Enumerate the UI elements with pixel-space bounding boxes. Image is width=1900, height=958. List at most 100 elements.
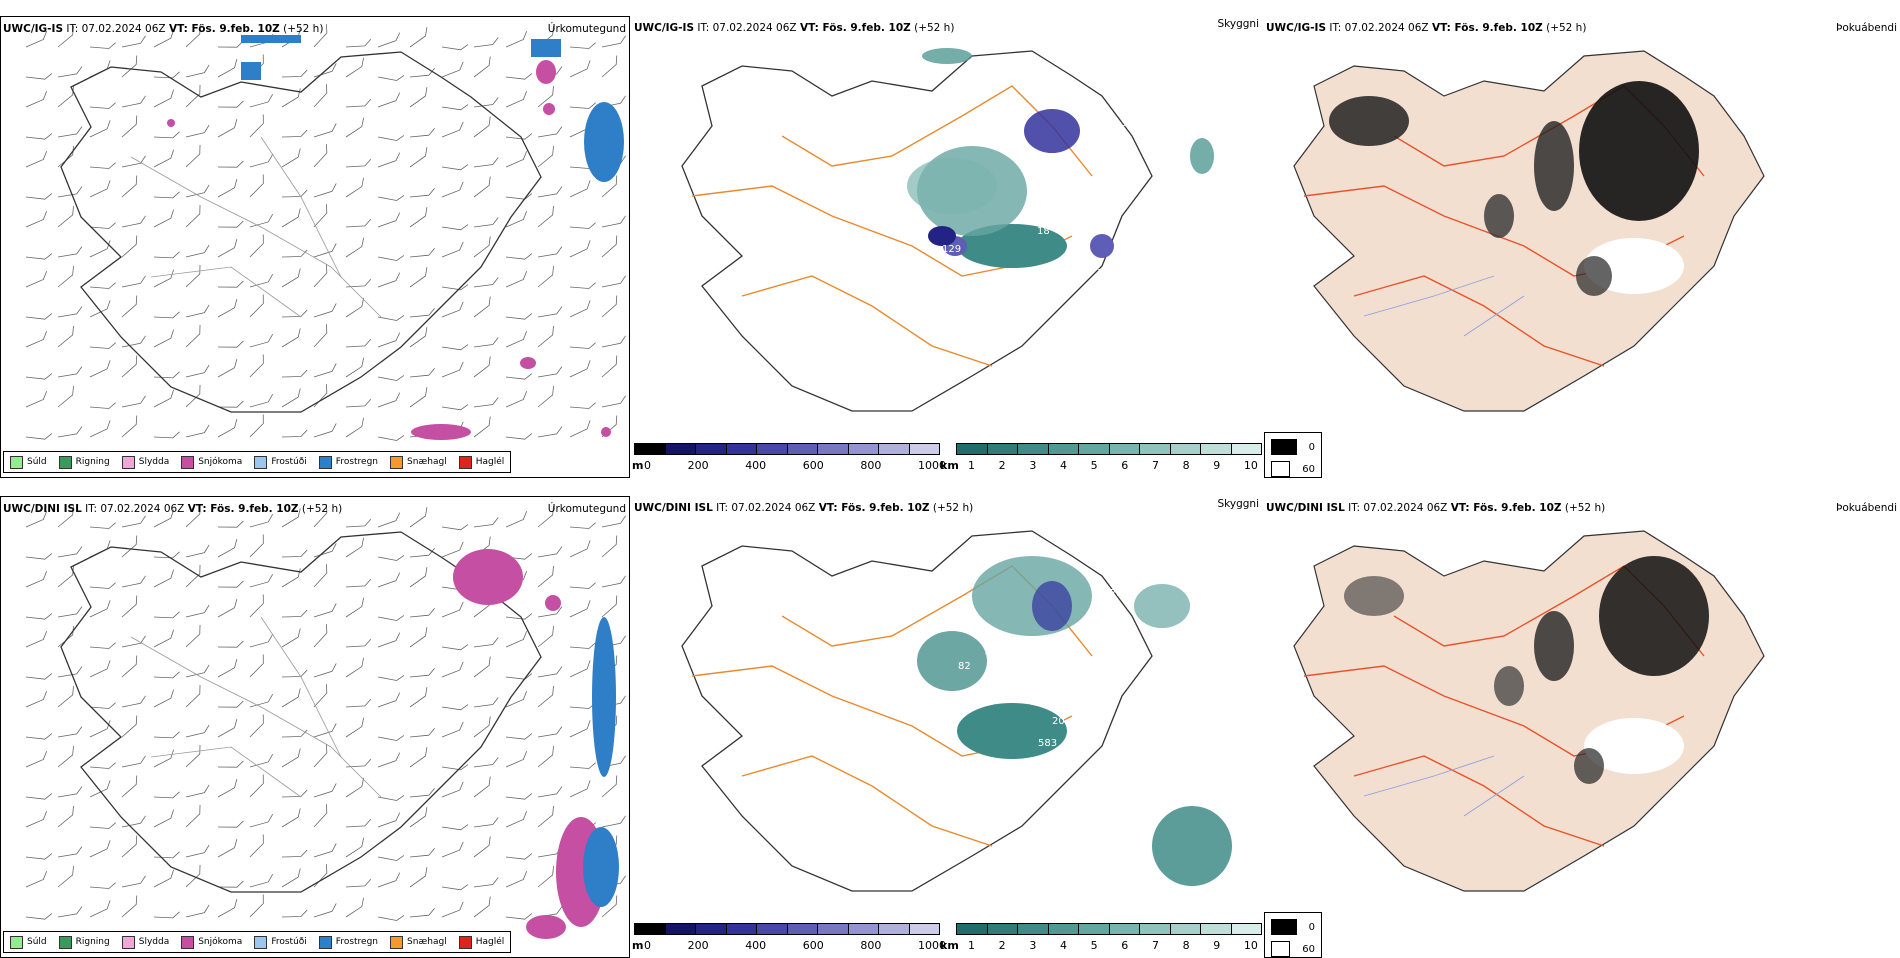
iceland-outline: [60, 51, 542, 413]
wind-barb: [441, 841, 464, 858]
fog-legend-max: 60: [1302, 463, 1315, 475]
visibility-tick: 10: [1243, 459, 1258, 472]
wind-barbs: [25, 504, 626, 921]
wind-barb: [25, 270, 48, 288]
legend-swatch: [10, 455, 23, 469]
wind-barb: [345, 537, 365, 558]
wind-barb: [313, 624, 328, 648]
wind-barb: [153, 869, 174, 888]
wind-barb: [25, 73, 53, 80]
wind-barb: [281, 669, 308, 678]
wind-barb: [25, 613, 53, 620]
wind-barb: [377, 795, 405, 801]
visibility-tick: 3: [1029, 459, 1037, 472]
cloud-base-label: 722: [945, 706, 964, 717]
wind-barb: [345, 897, 365, 918]
wind-barb: [57, 146, 74, 168]
cloud-base-label: 36: [994, 668, 1007, 679]
legend-swatch: [318, 455, 332, 469]
wind-barb: [281, 688, 301, 708]
wind-barb: [249, 153, 274, 168]
visibility-segment: [1140, 924, 1171, 934]
wind-barb: [89, 642, 116, 649]
wind-barb: [313, 183, 337, 198]
wind-barb: [313, 84, 328, 108]
wind-barb: [25, 570, 48, 588]
wind-barb: [281, 748, 301, 768]
cloud-base-segment: [665, 444, 696, 454]
wind-barb: [377, 32, 401, 48]
wind-barb: [409, 267, 428, 288]
cloud-base-label: 633: [1047, 278, 1066, 289]
visibility-colorbar: [956, 443, 1262, 455]
wind-barb: [505, 90, 528, 108]
precip-legend-item: Snjókoma: [181, 455, 242, 469]
visibility-tick: 6: [1121, 939, 1129, 952]
wind-barb: [217, 820, 244, 828]
wind-barb: [601, 775, 618, 798]
wind-barb: [537, 206, 554, 228]
panel-fog-row1: UWC/IG-IS IT: 07.02.2024 06Z VT: Fös. 9.…: [1264, 16, 1900, 478]
cloud-base-tick: 600: [802, 939, 824, 952]
cloud-base-label: 82: [958, 661, 971, 672]
wind-barb: [25, 690, 48, 708]
visibility-tick: 7: [1151, 939, 1159, 952]
wind-barb: [281, 909, 308, 918]
wind-barb: [89, 42, 116, 49]
wind-barb: [345, 417, 365, 438]
panel-header: UWC/IG-IS IT: 07.02.2024 06Z VT: Fös. 9.…: [3, 23, 324, 35]
wind-barb: [185, 904, 210, 918]
wind-barb: [409, 387, 428, 408]
visibility-segment: [1048, 444, 1079, 454]
cloud-base-segment: [726, 924, 757, 934]
wind-barb: [57, 366, 83, 378]
cloud-base-tick: 0: [644, 459, 651, 472]
wind-barb: [217, 100, 244, 108]
wind-barb: [57, 186, 83, 198]
wind-barb: [89, 882, 116, 889]
wind-barb: [601, 215, 626, 228]
wind-barb: [185, 565, 201, 588]
wind-barb: [185, 124, 210, 138]
wind-barb: [345, 837, 365, 858]
wind-barb: [345, 237, 365, 258]
wind-barb: [569, 60, 591, 78]
wind-barb: [153, 611, 180, 619]
panel-type-label: Úrkomutegund: [547, 503, 626, 515]
wind-barb: [409, 788, 435, 798]
wind-barb: [121, 655, 138, 678]
wind-barb: [217, 760, 244, 768]
wind-barb: [153, 131, 180, 139]
wind-barb: [569, 300, 591, 318]
wind-barb: [377, 255, 405, 261]
wind-barb: [377, 332, 401, 348]
precip-legend-item: Slydda: [121, 455, 169, 469]
legend-swatch: [10, 935, 23, 949]
wind-barb: [153, 269, 174, 288]
visibility-map-row2: 757 82 486 36 722 583 965 688 20: [681, 530, 1232, 892]
wind-barb: [601, 235, 618, 258]
wind-barb: [89, 102, 116, 109]
wind-barb: [57, 666, 83, 678]
wind-barb: [473, 236, 491, 258]
fog-legend-min: 0: [1308, 441, 1315, 453]
wind-barb: [377, 735, 405, 741]
wind-barb: [505, 510, 528, 528]
fog-legend-min: 0: [1308, 921, 1315, 933]
wind-barb: [217, 340, 244, 348]
wind-barb: [601, 295, 618, 318]
visibility-segment: [957, 924, 988, 934]
cloud-base-ticks: 0 200 400 600 800 1000: [644, 939, 946, 952]
visibility-segment: [1018, 444, 1049, 454]
precip-legend-item: Rigning: [58, 935, 110, 949]
wind-barb: [345, 597, 365, 618]
visibility-tick: 4: [1059, 939, 1067, 952]
wind-barb: [57, 306, 83, 318]
wind-barb: [537, 666, 563, 678]
wind-barb: [569, 282, 596, 289]
wind-barb: [601, 395, 626, 408]
wind-barb: [313, 744, 328, 768]
wind-barb: [569, 780, 591, 798]
wind-barb: [185, 385, 201, 408]
wind-barb: [409, 308, 435, 318]
